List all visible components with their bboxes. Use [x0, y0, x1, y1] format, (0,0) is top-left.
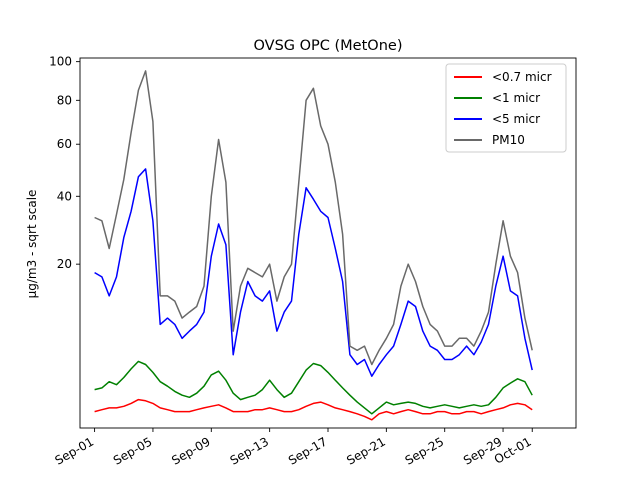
legend-box [445, 63, 567, 153]
series-line-4 [94, 70, 533, 366]
y-axis-label: µg/m3 - sqrt scale [25, 190, 39, 299]
series-line-2 [94, 360, 533, 415]
y-tick-label: 40 [57, 189, 72, 203]
y-tick-label: 60 [57, 137, 72, 151]
y-tick-label: 80 [57, 93, 72, 107]
legend-label-3: <5 micr [492, 112, 540, 126]
y-tick-label: 20 [57, 257, 72, 271]
legend-label-2: <1 micr [492, 91, 540, 105]
y-tick-label: 100 [49, 55, 72, 69]
series-line-1 [94, 398, 533, 421]
chart-title: OVSG OPC (MetOne) [254, 38, 403, 54]
series-line-3 [94, 168, 533, 377]
legend-label-1: <0.7 micr [492, 70, 552, 84]
legend-label-4: PM10 [492, 133, 525, 147]
